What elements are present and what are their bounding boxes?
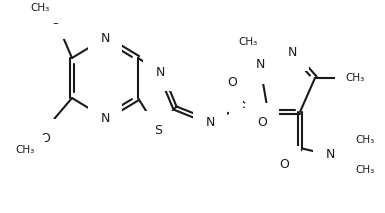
Text: CH₃: CH₃ — [238, 37, 258, 47]
Text: O: O — [227, 75, 237, 88]
Text: CH₃: CH₃ — [345, 73, 364, 83]
Text: CH₃: CH₃ — [15, 145, 35, 155]
Text: S: S — [241, 98, 249, 111]
Text: CH₃: CH₃ — [30, 3, 50, 13]
Text: N: N — [100, 32, 110, 45]
Text: N: N — [155, 66, 165, 79]
Text: N: N — [287, 46, 297, 59]
Text: N: N — [100, 111, 110, 125]
Text: O: O — [50, 13, 60, 26]
Text: N: N — [325, 148, 335, 161]
Text: S: S — [154, 124, 162, 137]
Text: CH₃: CH₃ — [355, 135, 374, 145]
Text: CH₃: CH₃ — [355, 165, 374, 175]
Text: O: O — [257, 115, 267, 128]
Text: O: O — [40, 131, 50, 144]
Text: O: O — [279, 158, 289, 171]
Text: N: N — [205, 115, 215, 128]
Text: N: N — [255, 59, 265, 72]
